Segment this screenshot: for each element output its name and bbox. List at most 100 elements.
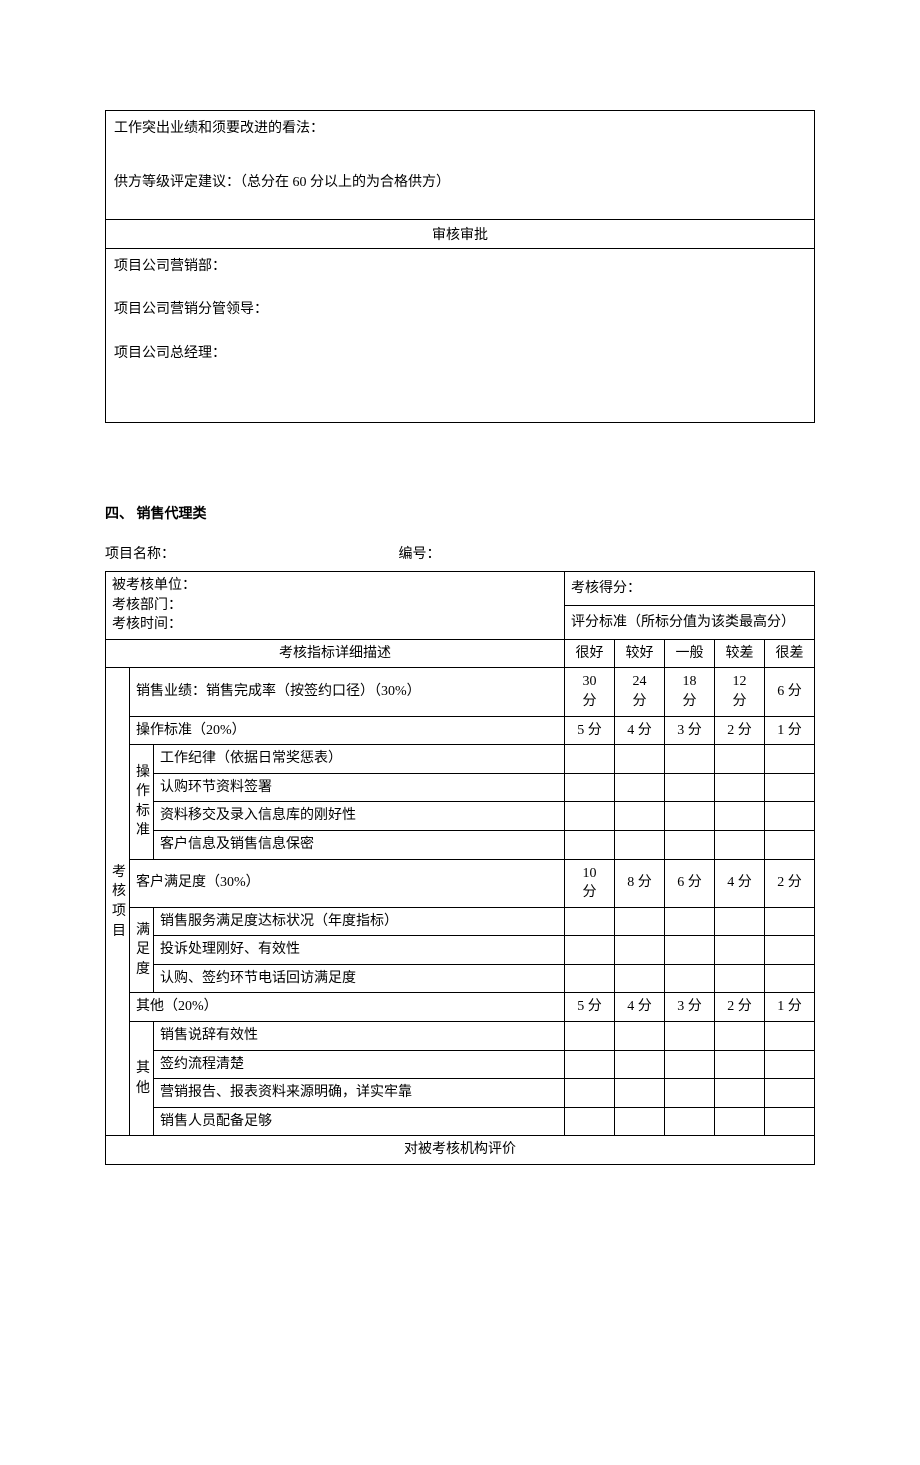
criterion-label: 客户满足度（30%）: [130, 859, 565, 907]
score-cell: 3 分: [664, 993, 714, 1022]
empty-cell: [564, 1079, 614, 1108]
criterion-label: 操作标准（20%）: [130, 716, 565, 745]
table-row: 签约流程清楚: [106, 1050, 815, 1079]
item-label: 营销报告、报表资料来源明确，详实牢靠: [154, 1079, 565, 1108]
item-label: 销售说辞有效性: [154, 1022, 565, 1051]
empty-cell: [664, 830, 714, 859]
signoff-section: 项目公司营销部： 项目公司营销分管领导： 项目公司总经理：: [106, 249, 814, 422]
empty-cell: [764, 830, 814, 859]
empty-cell: [614, 802, 664, 831]
empty-cell: [714, 907, 764, 936]
item-label: 认购环节资料签署: [154, 773, 565, 802]
score-cell: 10分: [564, 859, 614, 907]
rating-header: 较差: [714, 639, 764, 668]
desc-header: 考核指标详细描述: [106, 639, 565, 668]
standard-label: 评分标准（所标分值为该类最高分）: [564, 605, 814, 639]
empty-cell: [764, 773, 814, 802]
table-row: 认购环节资料签署: [106, 773, 815, 802]
empty-cell: [714, 936, 764, 965]
criterion-label: 其他（20%）: [130, 993, 565, 1022]
empty-cell: [664, 773, 714, 802]
empty-cell: [664, 1022, 714, 1051]
table-row: 被考核单位： 考核部门： 考核时间： 考核得分：: [106, 571, 815, 605]
score-cell: 1 分: [764, 993, 814, 1022]
empty-cell: [664, 1107, 714, 1136]
item-label: 投诉处理刚好、有效性: [154, 936, 565, 965]
score-cell: 3 分: [664, 716, 714, 745]
score-cell: 12分: [714, 668, 764, 716]
rating-header: 一般: [664, 639, 714, 668]
score-cell: 5 分: [564, 993, 614, 1022]
empty-cell: [614, 1079, 664, 1108]
score-cell: 4 分: [714, 859, 764, 907]
table-row: 考核指标详细描述 很好 较好 一般 较差 很差: [106, 639, 815, 668]
empty-cell: [564, 1050, 614, 1079]
item-label: 认购、签约环节电话回访满足度: [154, 964, 565, 993]
project-name-label: 项目名称：: [105, 543, 395, 563]
section-heading: 四、 销售代理类: [105, 503, 815, 523]
empty-cell: [664, 745, 714, 774]
project-info-line: 项目名称： 编号：: [105, 543, 815, 563]
table-row: 营销报告、报表资料来源明确，详实牢靠: [106, 1079, 815, 1108]
empty-cell: [614, 964, 664, 993]
evaluation-footer: 对被考核机构评价: [106, 1136, 815, 1165]
info-cell: 被考核单位： 考核部门： 考核时间：: [106, 571, 565, 639]
serial-label: 编号：: [399, 547, 441, 562]
empty-cell: [564, 964, 614, 993]
empty-cell: [714, 802, 764, 831]
signoff-gm: 项目公司总经理：: [114, 342, 806, 366]
empty-cell: [614, 745, 664, 774]
empty-cell: [764, 802, 814, 831]
table-row: 客户信息及销售信息保密: [106, 830, 815, 859]
empty-cell: [564, 773, 614, 802]
item-label: 销售人员配备足够: [154, 1107, 565, 1136]
score-cell: 5 分: [564, 716, 614, 745]
score-cell: 2 分: [714, 716, 764, 745]
assessed-unit-label: 被考核单位：: [112, 576, 558, 596]
empty-cell: [714, 1107, 764, 1136]
score-cell: 4 分: [614, 716, 664, 745]
empty-cell: [564, 830, 614, 859]
table-row: 其他 销售说辞有效性: [106, 1022, 815, 1051]
empty-cell: [614, 830, 664, 859]
empty-cell: [714, 1050, 764, 1079]
assessing-dept-label: 考核部门：: [112, 596, 558, 616]
table-row: 客户满足度（30%） 10分 8 分 6 分 4 分 2 分: [106, 859, 815, 907]
score-cell: 6 分: [664, 859, 714, 907]
empty-cell: [764, 1050, 814, 1079]
empty-cell: [564, 745, 614, 774]
empty-cell: [714, 745, 764, 774]
rating-header: 很好: [564, 639, 614, 668]
signoff-marketing-dept: 项目公司营销部：: [114, 255, 806, 279]
assess-time-label: 考核时间：: [112, 615, 558, 635]
empty-cell: [664, 1079, 714, 1108]
table-row: 操作标准 工作纪律（依据日常奖惩表）: [106, 745, 815, 774]
score-cell: 2 分: [764, 859, 814, 907]
empty-cell: [714, 1022, 764, 1051]
score-cell: 24分: [614, 668, 664, 716]
empty-cell: [764, 964, 814, 993]
table-row: 操作标准（20%） 5 分 4 分 3 分 2 分 1 分: [106, 716, 815, 745]
empty-cell: [664, 936, 714, 965]
empty-cell: [664, 802, 714, 831]
empty-cell: [764, 745, 814, 774]
item-label: 客户信息及销售信息保密: [154, 830, 565, 859]
grade-suggestion-label: 供方等级评定建议：（总分在 60 分以上的为合格供方）: [114, 171, 806, 195]
empty-cell: [614, 1022, 664, 1051]
score-cell: 30分: [564, 668, 614, 716]
table-row: 投诉处理刚好、有效性: [106, 936, 815, 965]
item-label: 工作纪律（依据日常奖惩表）: [154, 745, 565, 774]
empty-cell: [664, 907, 714, 936]
empty-cell: [764, 1079, 814, 1108]
item-label: 资料移交及录入信息库的刚好性: [154, 802, 565, 831]
empty-cell: [664, 964, 714, 993]
criterion-label: 销售业绩：销售完成率（按签约口径）（30%）: [130, 668, 565, 716]
remarks-section: 工作突出业绩和须要改进的看法： 供方等级评定建议：（总分在 60 分以上的为合格…: [106, 111, 814, 219]
empty-cell: [714, 1079, 764, 1108]
score-cell: 18分: [664, 668, 714, 716]
empty-cell: [714, 773, 764, 802]
empty-cell: [564, 907, 614, 936]
empty-cell: [614, 773, 664, 802]
empty-cell: [564, 1107, 614, 1136]
rating-header: 较好: [614, 639, 664, 668]
